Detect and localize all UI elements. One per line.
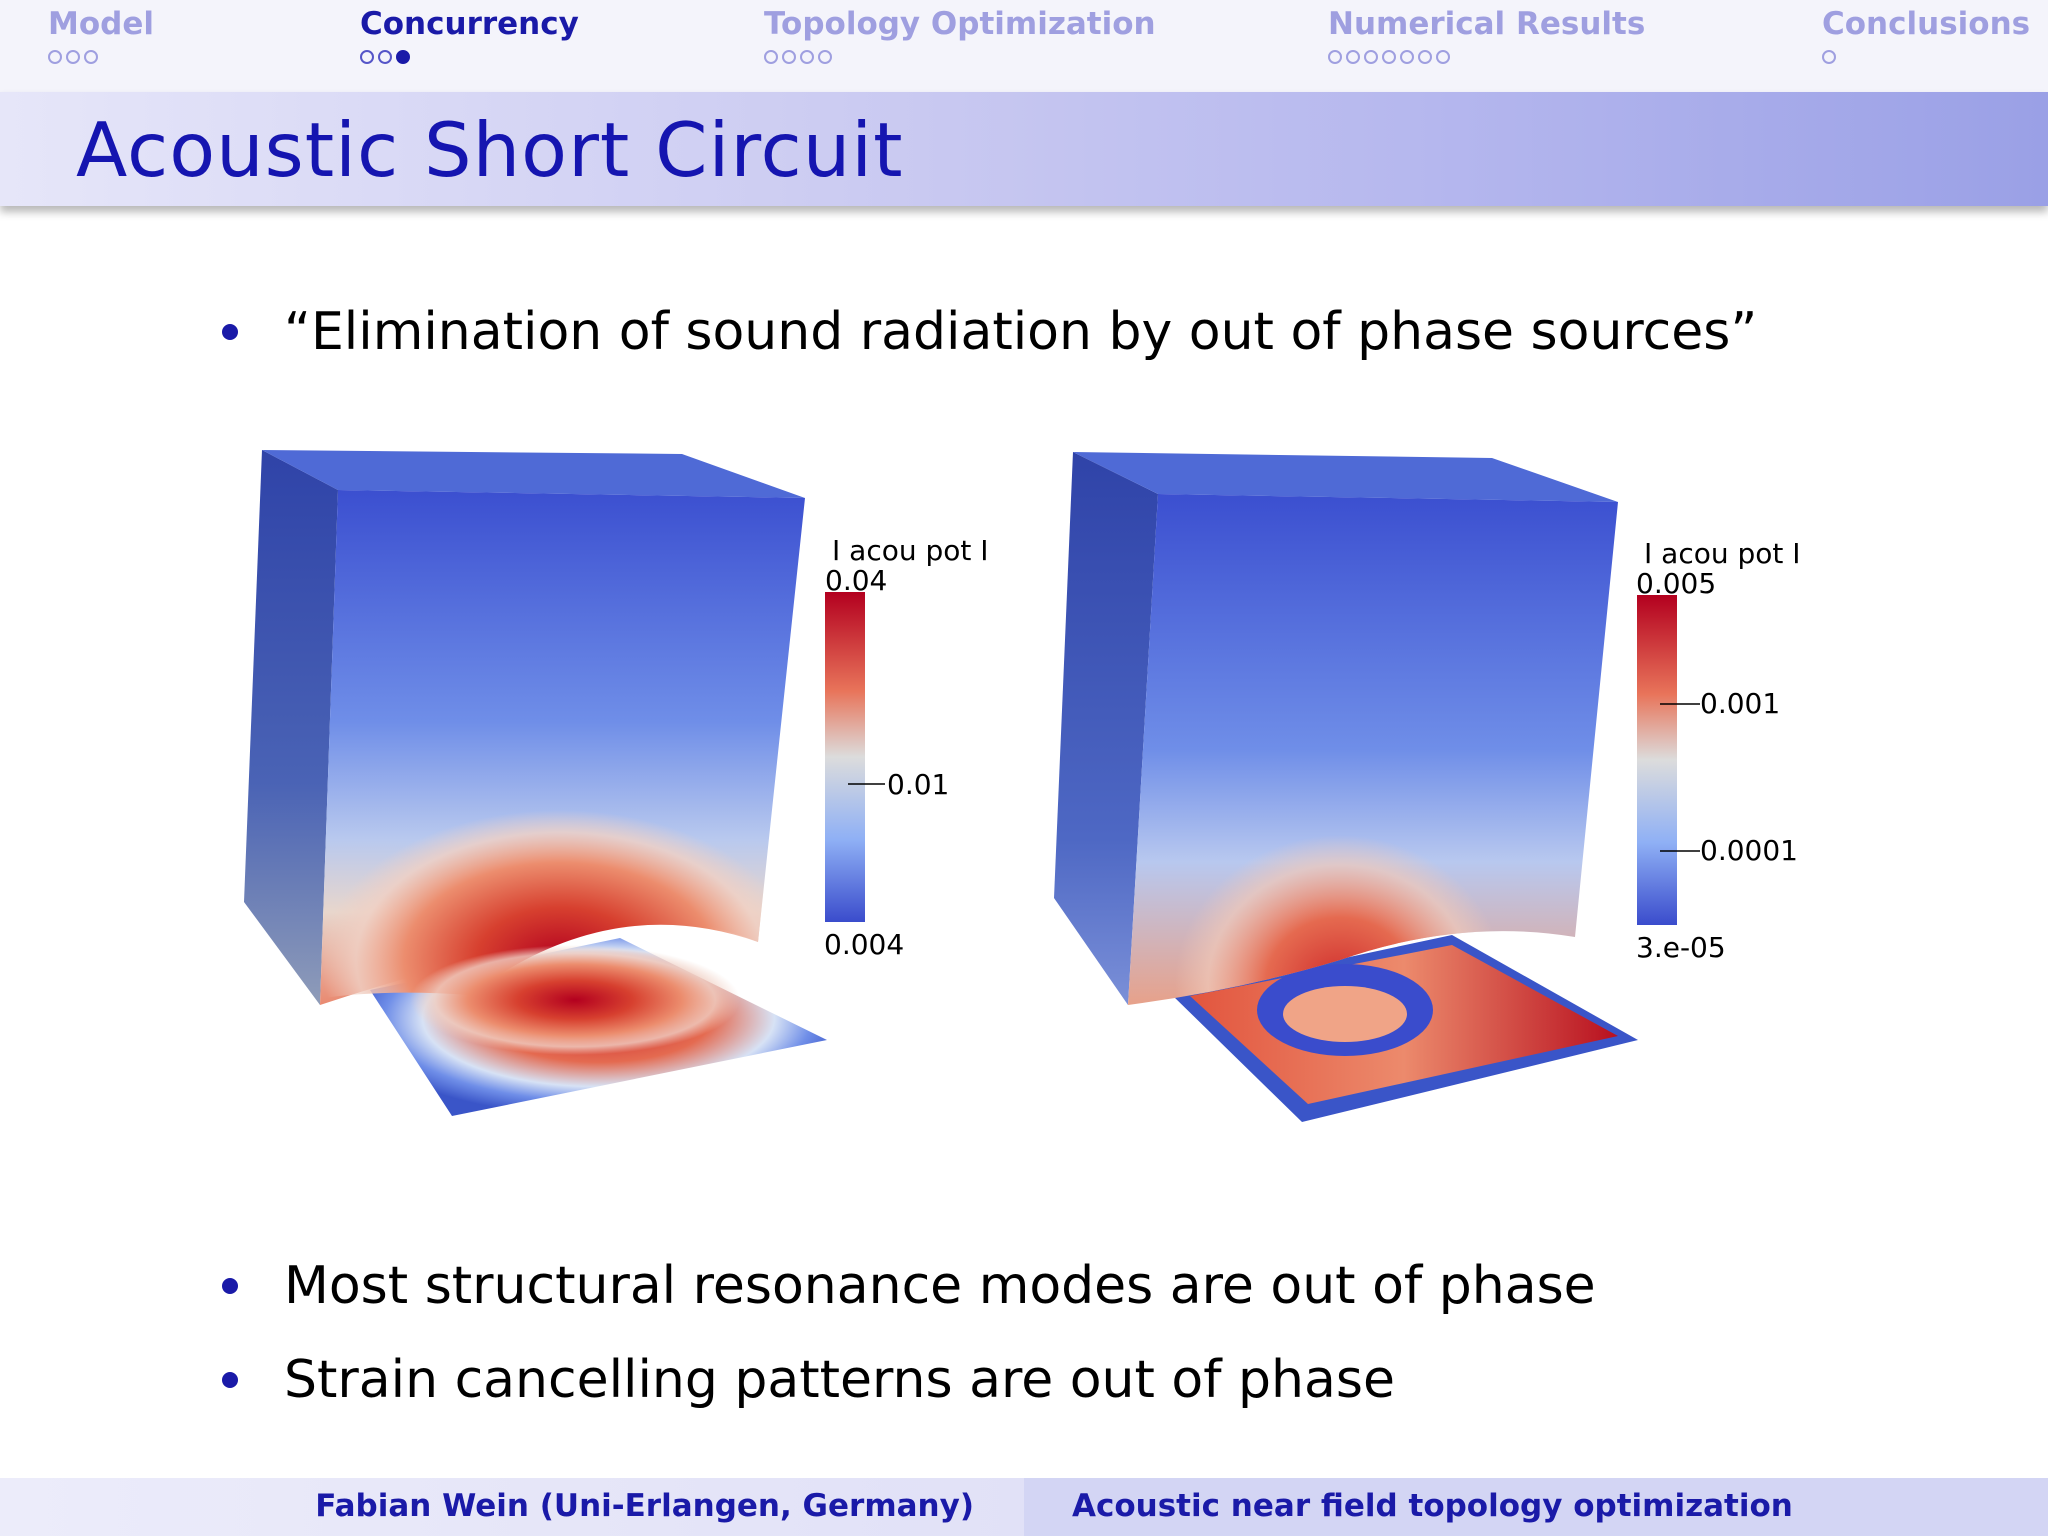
colorbar-mid-label: 0.01 bbox=[887, 768, 949, 801]
colorbar bbox=[825, 592, 865, 922]
page-title: Acoustic Short Circuit bbox=[76, 106, 904, 194]
nav-subsection-dots bbox=[1822, 50, 2030, 64]
colorbar-title: I acou pot I bbox=[1644, 537, 1801, 570]
nav-subsection-dots bbox=[1328, 50, 1645, 64]
nav-section-numerical-results[interactable]: Numerical Results bbox=[1328, 4, 1645, 64]
footer-title-panel: Acoustic near field topology optimizatio… bbox=[1024, 1478, 2048, 1536]
nav-subsection-dot[interactable] bbox=[1822, 50, 1836, 64]
bullet-text: Strain cancelling patterns are out of ph… bbox=[284, 1350, 1395, 1410]
nav-subsection-dot[interactable] bbox=[1328, 50, 1342, 64]
bullet-marker bbox=[222, 1372, 238, 1388]
nav-subsection-dot[interactable] bbox=[84, 50, 98, 64]
domain-side-face bbox=[1054, 452, 1158, 1005]
nav-section-concurrency[interactable]: Concurrency bbox=[360, 4, 579, 64]
nav-subsection-dot[interactable] bbox=[764, 50, 778, 64]
colorbar-mid-label: 0.001 bbox=[1700, 687, 1780, 720]
footer-talk-title: Acoustic near field topology optimizatio… bbox=[1072, 1488, 1793, 1524]
nav-section-title[interactable]: Numerical Results bbox=[1328, 6, 1646, 42]
nav-subsection-dots bbox=[48, 50, 154, 64]
nav-subsection-dot[interactable] bbox=[378, 50, 392, 64]
section-navigation: Model Concurrency Topology Optimization … bbox=[0, 0, 2048, 92]
colorbar-max-label: 0.04 bbox=[825, 564, 887, 597]
bullet-marker bbox=[222, 324, 238, 340]
bullet-marker bbox=[222, 1278, 238, 1294]
nav-subsection-dot[interactable] bbox=[818, 50, 832, 64]
nav-subsection-dot[interactable] bbox=[782, 50, 796, 64]
nav-section-title[interactable]: Concurrency bbox=[360, 6, 579, 42]
domain-top-face bbox=[262, 450, 805, 498]
nav-subsection-dot[interactable] bbox=[1382, 50, 1396, 64]
domain-side-face bbox=[244, 450, 338, 1005]
nav-subsection-dot[interactable] bbox=[360, 50, 374, 64]
domain-top-face bbox=[1073, 452, 1618, 502]
footer: Fabian Wein (Uni-Erlangen, Germany) Acou… bbox=[0, 1478, 2048, 1536]
nav-section-topology-optimization[interactable]: Topology Optimization bbox=[764, 4, 1156, 64]
nav-section-title[interactable]: Model bbox=[48, 6, 154, 42]
nav-section-model[interactable]: Model bbox=[48, 4, 154, 64]
nav-subsection-dot[interactable] bbox=[66, 50, 80, 64]
nav-subsection-dot[interactable] bbox=[48, 50, 62, 64]
colorbar-max-label: 0.005 bbox=[1636, 567, 1716, 600]
nav-subsection-dot[interactable] bbox=[396, 50, 410, 64]
nav-section-title[interactable]: Topology Optimization bbox=[764, 6, 1156, 42]
nav-subsection-dot[interactable] bbox=[1364, 50, 1378, 64]
nav-subsection-dot[interactable] bbox=[800, 50, 814, 64]
colorbar bbox=[1637, 595, 1677, 925]
bullet-text: “Elimination of sound radiation by out o… bbox=[284, 302, 1758, 362]
footer-author-panel: Fabian Wein (Uni-Erlangen, Germany) bbox=[0, 1478, 1024, 1536]
field-plot-out-of-phase: I acou pot I 0.005 0.001 0.0001 3.e-05 bbox=[1054, 452, 1801, 1122]
bullet-text: Most structural resonance modes are out … bbox=[284, 1256, 1596, 1316]
nav-section-title[interactable]: Conclusions bbox=[1822, 6, 2031, 42]
pressure-hotspot-plate bbox=[410, 945, 740, 1055]
nav-subsection-dots bbox=[360, 50, 579, 64]
colorbar-mid-label: 0.0001 bbox=[1700, 834, 1798, 867]
nav-subsection-dot[interactable] bbox=[1400, 50, 1414, 64]
title-bar: Acoustic Short Circuit bbox=[0, 92, 2048, 206]
nav-subsection-dot[interactable] bbox=[1436, 50, 1450, 64]
nav-subsection-dot[interactable] bbox=[1346, 50, 1360, 64]
colorbar-min-label: 3.e-05 bbox=[1636, 931, 1726, 964]
plate-center bbox=[1283, 986, 1407, 1042]
nav-section-conclusions[interactable]: Conclusions bbox=[1822, 4, 2030, 64]
footer-author: Fabian Wein (Uni-Erlangen, Germany) bbox=[315, 1488, 974, 1524]
colorbar-min-label: 0.004 bbox=[824, 928, 904, 961]
nav-subsection-dots bbox=[764, 50, 1156, 64]
colorbar-title: I acou pot I bbox=[832, 534, 989, 567]
field-plot-in-phase: I acou pot I 0.04 0.01 0.004 bbox=[244, 450, 989, 1116]
nav-subsection-dot[interactable] bbox=[1418, 50, 1432, 64]
